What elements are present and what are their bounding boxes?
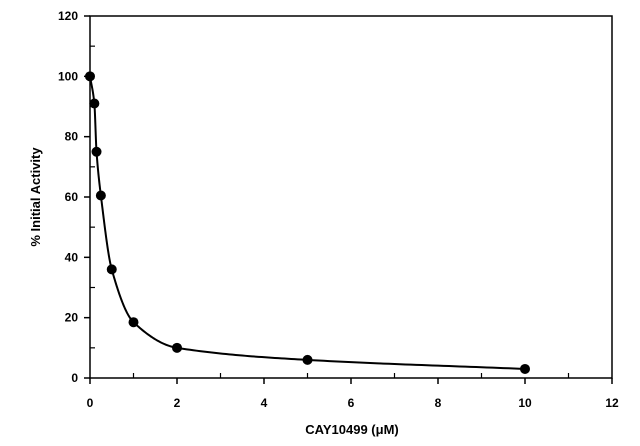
y-tick-label: 0 [71, 371, 78, 385]
data-point [85, 71, 95, 82]
y-tick-label: 120 [58, 9, 78, 23]
data-point [128, 317, 139, 328]
y-tick-label: 80 [65, 130, 79, 144]
x-tick-label: 0 [87, 396, 94, 410]
x-tick-label: 4 [261, 396, 268, 410]
data-point [89, 98, 100, 109]
axis-ticks [84, 15, 613, 384]
x-axis-title: CAY10499 (μM) [305, 422, 398, 437]
y-tick-label: 100 [58, 69, 78, 83]
data-point [520, 363, 530, 374]
y-tick-label: 20 [65, 311, 79, 325]
fit-curve [89, 76, 526, 370]
y-tick-label: 40 [65, 250, 79, 264]
data-point [302, 354, 313, 365]
y-axis-title: % Initial Activity [28, 147, 43, 247]
x-tick-label: 8 [435, 396, 442, 410]
x-tick-label: 10 [518, 396, 532, 410]
data-points [85, 71, 530, 374]
x-tick-label: 2 [174, 396, 181, 410]
data-point [172, 342, 182, 353]
y-tick-label: 60 [65, 190, 79, 204]
plot-frame [89, 15, 613, 379]
x-tick-label: 6 [348, 396, 355, 410]
data-point [91, 146, 102, 157]
data-point [106, 264, 117, 275]
x-tick-label: 12 [605, 396, 619, 410]
data-point [95, 190, 106, 201]
